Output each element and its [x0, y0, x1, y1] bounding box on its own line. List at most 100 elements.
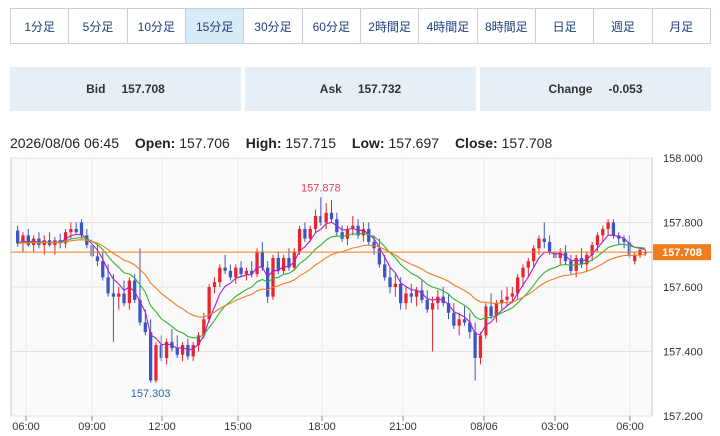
tab-timeframe[interactable]: 5分足 — [69, 9, 128, 43]
candle-body — [117, 293, 121, 297]
candle-body — [223, 267, 227, 271]
candle-body — [340, 232, 344, 239]
candle-body — [207, 287, 211, 320]
candle-body — [234, 267, 238, 278]
candle-body — [180, 345, 185, 355]
tab-timeframe[interactable]: 15分足 — [185, 9, 245, 43]
candle-body — [521, 267, 525, 278]
candle-body — [138, 299, 142, 323]
low-annotation: 157.303 — [131, 388, 171, 400]
candle-body — [622, 238, 626, 242]
candle-body — [393, 283, 397, 287]
candle-body — [308, 228, 312, 239]
candle-body — [111, 293, 116, 297]
candle-body — [516, 277, 520, 294]
candle-body — [26, 235, 30, 246]
candle-body — [21, 235, 25, 244]
candle-body — [164, 341, 169, 358]
bid-box: Bid 157.708 — [10, 67, 241, 111]
candle-body — [510, 293, 515, 297]
candle-body — [409, 293, 413, 297]
candle-body — [191, 345, 195, 357]
candle-body — [260, 251, 264, 268]
candle-body — [250, 270, 254, 275]
candle-body — [287, 257, 291, 268]
tab-timeframe[interactable]: 週足 — [594, 9, 653, 43]
tab-timeframe[interactable]: 2時間足 — [360, 9, 420, 43]
tab-timeframe[interactable]: 月足 — [652, 9, 710, 43]
candle-body — [148, 332, 153, 381]
candle-body — [542, 238, 546, 242]
candle-body — [202, 319, 206, 336]
x-tick-label: 18:00 — [308, 421, 336, 433]
candle-body — [244, 270, 249, 275]
candle-body — [505, 296, 509, 300]
candle-body — [313, 216, 318, 229]
candle-body — [531, 248, 536, 262]
candle-body — [74, 228, 78, 233]
candle-body — [154, 345, 158, 381]
candle-body — [367, 228, 371, 242]
x-tick-label: 03:00 — [541, 421, 569, 433]
low-value: 157.697 — [388, 135, 440, 151]
open-value: 157.706 — [179, 135, 230, 151]
candle-body — [271, 257, 275, 297]
candle-body — [361, 228, 366, 236]
tab-timeframe[interactable]: 8時間足 — [477, 9, 536, 43]
candle-body — [425, 299, 429, 310]
tab-timeframe[interactable]: 4時間足 — [419, 9, 478, 43]
tab-timeframe[interactable]: 60分足 — [302, 9, 361, 43]
candle-body — [69, 228, 73, 233]
price-chart[interactable]: 158.000 157.800 157.600 157.400 157.200 06:00… — [0, 150, 720, 436]
candle-body — [324, 212, 328, 223]
close-label: Close: — [454, 135, 498, 151]
candle-body — [601, 228, 605, 236]
candle-body — [452, 312, 456, 326]
current-price-label: 157.708 — [662, 247, 702, 259]
ask-box: Ask 157.732 — [245, 67, 476, 111]
candle-body — [63, 232, 68, 244]
candle-body — [526, 261, 530, 268]
candle-body — [627, 241, 632, 255]
candle-body — [212, 282, 217, 287]
candle-body — [133, 280, 137, 300]
tab-timeframe[interactable]: 1分足 — [11, 9, 70, 43]
candle-body — [276, 257, 280, 271]
tab-timeframe[interactable]: 30分足 — [244, 9, 303, 43]
tab-timeframe[interactable]: 10分足 — [127, 9, 186, 43]
x-tick-label: 08/06 — [470, 421, 498, 433]
x-tick-label: 12:00 — [148, 421, 176, 433]
x-tick-label: 15:00 — [224, 421, 252, 433]
ma-mid-line — [17, 232, 646, 339]
candle-body — [319, 216, 323, 223]
candle-body — [547, 241, 552, 252]
candle-body — [611, 222, 616, 236]
ma-slow-line — [17, 239, 646, 318]
candle-body — [404, 293, 408, 304]
tab-timeframe[interactable]: 日足 — [535, 9, 595, 43]
open-label: Open: — [134, 135, 176, 151]
candle-body — [218, 267, 222, 283]
quote-bar: Bid 157.708 Ask 157.732 Change -0.053 — [10, 67, 711, 111]
candle-body — [462, 319, 467, 323]
x-tick-label: 21:00 — [389, 421, 417, 433]
candle-body — [558, 251, 562, 258]
ask-value: 157.732 — [357, 82, 402, 96]
candle-body — [175, 348, 179, 355]
y-tick-label: 157.200 — [663, 411, 703, 423]
candle-body — [239, 267, 243, 275]
candle-body — [590, 245, 594, 255]
ma-fast-line — [17, 221, 646, 351]
high-value: 157.715 — [285, 135, 336, 151]
candle-body — [303, 228, 307, 239]
candle-body — [478, 335, 483, 358]
x-tick-label: 06:00 — [12, 421, 40, 433]
candle-body — [457, 319, 461, 326]
candle-body — [446, 303, 451, 313]
candle-body — [79, 222, 84, 236]
candle-body — [473, 332, 477, 358]
high-label: High: — [245, 135, 282, 151]
candle-body — [255, 251, 259, 275]
candle-body — [122, 293, 126, 304]
candle-body — [595, 235, 600, 246]
